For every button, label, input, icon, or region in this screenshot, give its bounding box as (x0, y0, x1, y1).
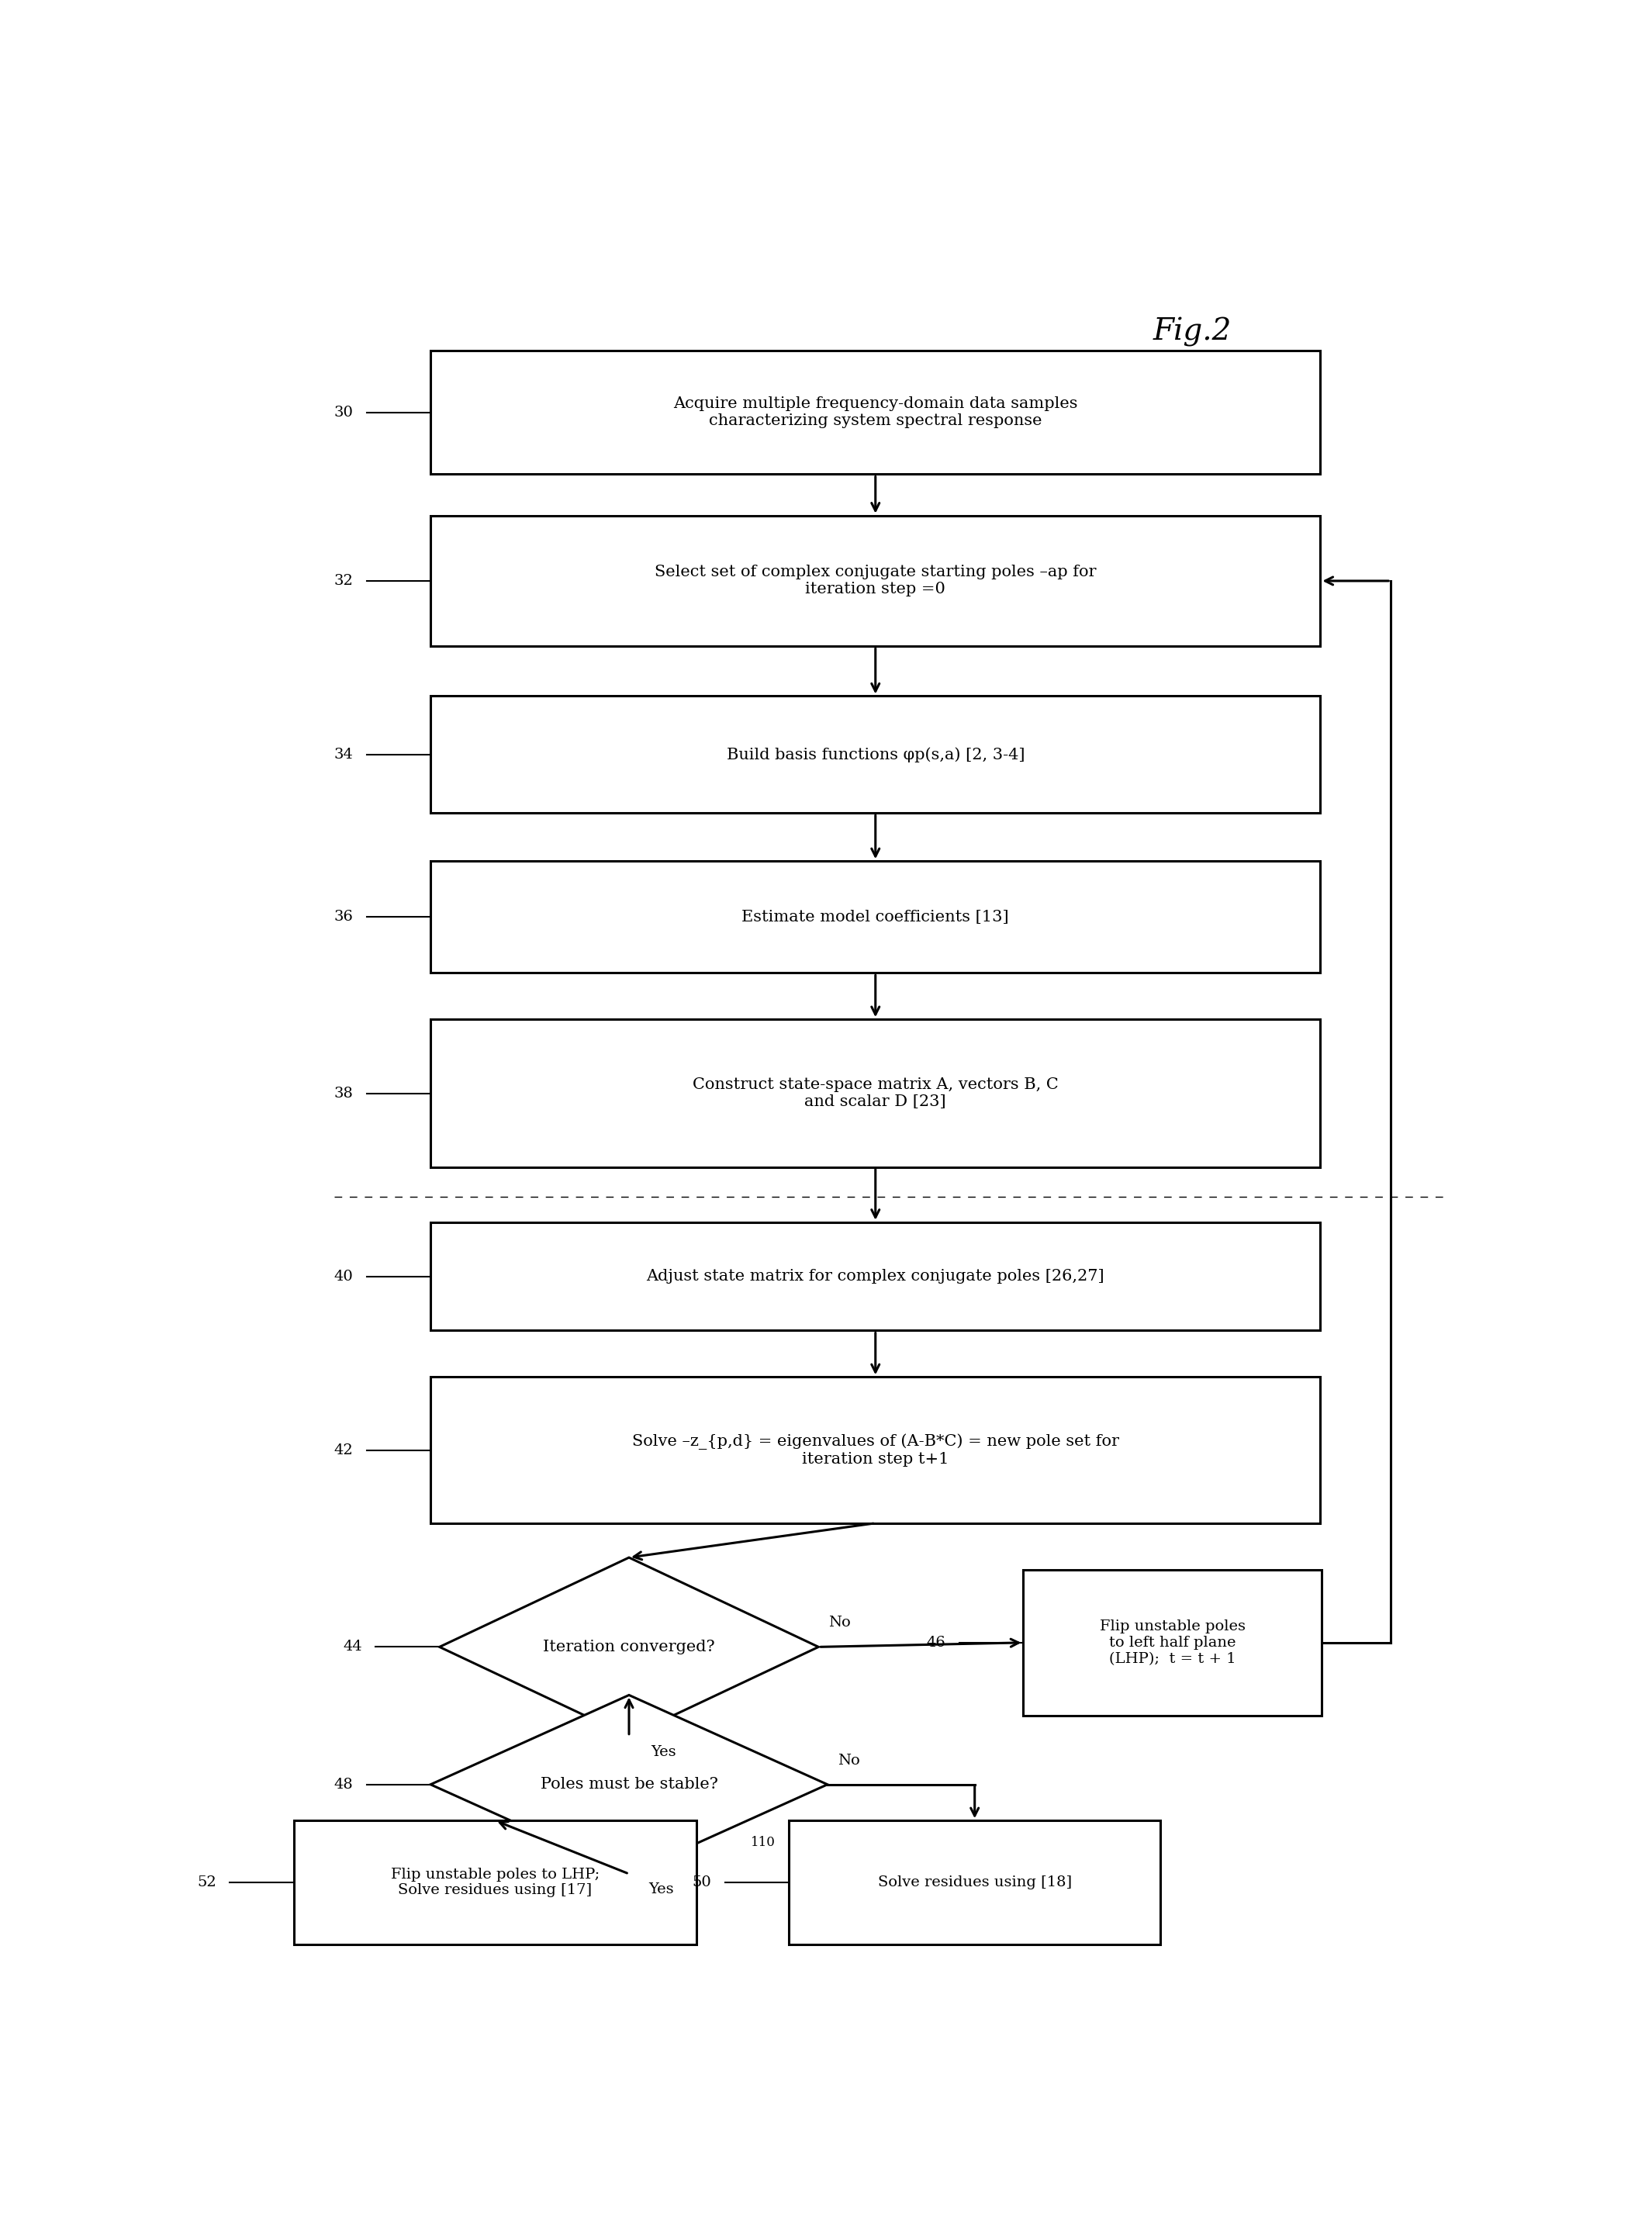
Text: Estimate model coefficients [13]: Estimate model coefficients [13] (742, 909, 1009, 924)
FancyBboxPatch shape (294, 1820, 697, 1945)
Text: Poles must be stable?: Poles must be stable? (540, 1777, 717, 1791)
FancyBboxPatch shape (431, 516, 1320, 645)
Text: Build basis functions φp(s,a) [2, 3-4]: Build basis functions φp(s,a) [2, 3-4] (727, 746, 1024, 761)
Text: Iteration converged?: Iteration converged? (544, 1639, 715, 1655)
Text: Solve residues using [18]: Solve residues using [18] (877, 1876, 1072, 1889)
Text: Construct state-space matrix A, vectors B, C
and scalar D [23]: Construct state-space matrix A, vectors … (692, 1076, 1059, 1110)
Text: Solve –z_{p,d} = eigenvalues of (A-B*C) = new pole set for
iteration step t+1: Solve –z_{p,d} = eigenvalues of (A-B*C) … (633, 1434, 1118, 1467)
Text: 110: 110 (752, 1836, 776, 1849)
Text: 34: 34 (334, 748, 354, 761)
FancyBboxPatch shape (431, 697, 1320, 813)
Text: 32: 32 (334, 574, 354, 587)
Text: 44: 44 (344, 1639, 362, 1655)
FancyBboxPatch shape (431, 351, 1320, 473)
Polygon shape (431, 1695, 828, 1873)
Text: 48: 48 (334, 1777, 354, 1791)
Text: Adjust state matrix for complex conjugate poles [26,27]: Adjust state matrix for complex conjugat… (646, 1268, 1105, 1284)
Text: Yes: Yes (651, 1744, 676, 1760)
Text: Acquire multiple frequency-domain data samples
characterizing system spectral re: Acquire multiple frequency-domain data s… (674, 397, 1077, 429)
Text: 52: 52 (197, 1876, 216, 1889)
Text: Flip unstable poles to LHP;
Solve residues using [17]: Flip unstable poles to LHP; Solve residu… (392, 1867, 600, 1898)
Text: 46: 46 (927, 1635, 947, 1650)
Text: 50: 50 (692, 1876, 712, 1889)
FancyBboxPatch shape (1023, 1570, 1322, 1715)
FancyBboxPatch shape (431, 1018, 1320, 1168)
FancyBboxPatch shape (431, 1221, 1320, 1331)
Text: No: No (829, 1617, 851, 1630)
Text: Yes: Yes (648, 1882, 674, 1896)
FancyBboxPatch shape (790, 1820, 1160, 1945)
Text: Flip unstable poles
to left half plane
(LHP);  t = t + 1: Flip unstable poles to left half plane (… (1100, 1619, 1246, 1666)
Polygon shape (439, 1559, 818, 1737)
Text: 30: 30 (334, 406, 354, 420)
Text: Select set of complex conjugate starting poles –ap for
iteration step =0: Select set of complex conjugate starting… (654, 565, 1097, 596)
Text: Fig.2: Fig.2 (1153, 317, 1232, 346)
Text: 36: 36 (334, 911, 354, 924)
FancyBboxPatch shape (431, 862, 1320, 974)
Text: 38: 38 (334, 1085, 354, 1101)
Text: 40: 40 (334, 1268, 354, 1284)
FancyBboxPatch shape (431, 1378, 1320, 1523)
Text: No: No (838, 1753, 861, 1766)
Text: 42: 42 (334, 1443, 354, 1458)
